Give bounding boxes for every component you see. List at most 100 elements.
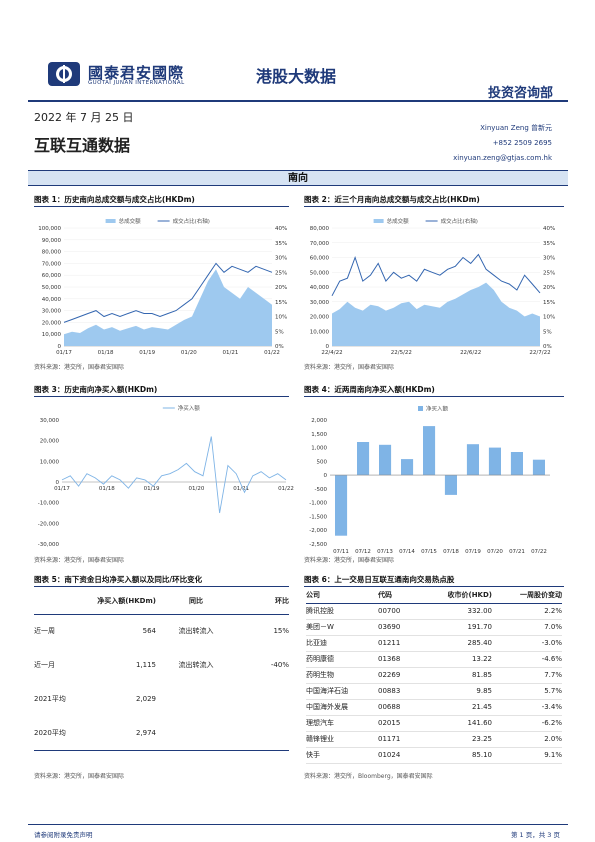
fig6-table-row: 比亚迪 01211 285.40 -3.0% (306, 635, 562, 651)
y-tick-label: -500 (315, 487, 328, 493)
fig5-header-row: 净买入额(HKDm) 同比 环比 (34, 588, 289, 614)
analyst-email[interactable]: xinyuan.zeng@gtjas.com.hk (453, 154, 552, 162)
fig5-table-cell: -40% (270, 661, 289, 669)
bar-07-15 (423, 426, 436, 476)
fig6-table-cell: 00883 (378, 687, 401, 695)
y-tick-label: 20,000 (40, 439, 60, 445)
fig5-table-cell: 2021平均 (34, 695, 66, 703)
x-tick-label: 07/13 (377, 549, 393, 553)
y-right-tick-label: 20% (275, 285, 287, 291)
header-divider (28, 100, 568, 102)
page-number: 第 1 页，共 3 页 (510, 831, 560, 839)
x-tick-label: 01/22 (264, 350, 280, 356)
fig6-table-cell: 02015 (378, 719, 401, 727)
fig5-header-cell (34, 588, 74, 614)
fig6-table-cell: 01211 (378, 639, 401, 647)
line-series-turnover-share (331, 253, 541, 297)
x-tick-label: 01/19 (144, 486, 160, 492)
fig6-table-cell: 2.0% (544, 735, 562, 743)
fig5-table-row: 2021平均 2,029 (34, 682, 289, 716)
x-tick-label: 22/5/22 (391, 350, 412, 356)
fig5-table-cell: 2020平均 (34, 729, 66, 737)
fig5-table-row: 2020平均 2,974 (34, 716, 289, 750)
fig6-table-cell: 中国海外发展 (306, 703, 348, 711)
fig2-source: 资料来源：港交所，国泰君安国际 (304, 364, 395, 371)
fig6-header-cell: 代码 (378, 591, 392, 600)
section-heading: 南向 (28, 170, 568, 186)
fig5-table-cell: 流出转流入 (178, 661, 214, 669)
x-tick-label: 01/18 (98, 350, 114, 356)
area-series-total-turnover (64, 269, 272, 346)
x-tick-label: 22/7/22 (529, 350, 550, 356)
y-right-tick-label: 25% (543, 270, 555, 276)
fig6-title-rule (304, 586, 564, 587)
fig5-table-cell: 1,115 (135, 661, 156, 669)
analyst-phone: +852 2509 2695 (492, 139, 552, 147)
x-tick-label: 01/21 (233, 486, 249, 492)
fig6-table-cell: 01171 (378, 735, 401, 743)
x-tick-label: 07/22 (531, 549, 547, 553)
x-tick-label: 07/11 (333, 549, 349, 553)
y-right-tick-label: 35% (275, 241, 287, 247)
fig6-table-cell: 332.00 (467, 607, 493, 615)
y-tick-label: -2,000 (309, 528, 327, 534)
fig5-table-cell: 近一周 (34, 627, 55, 636)
legend-swatch-bar (418, 406, 423, 411)
company-name-cn: 國泰君安國際 (88, 64, 185, 82)
y-tick-label: 0 (56, 480, 60, 486)
fig5-table-cell (236, 716, 289, 750)
fig6-table-cell: 5.7% (544, 687, 562, 695)
x-tick-label: 07/12 (355, 549, 371, 553)
fig6-table-cell: 01024 (378, 751, 401, 759)
report-series-title: 港股大数据 (256, 67, 337, 86)
fig2-title-rule (304, 206, 564, 207)
fig1-title-rule (34, 206, 289, 207)
y-left-tick-label: 0 (58, 344, 62, 350)
fig6-table-cell: 00688 (378, 703, 401, 711)
y-left-tick-label: 80,000 (42, 250, 62, 256)
fig1-chart: 0 10,000 20,000 30,000 40,000 50,000 60,000 70,… (38, 217, 287, 356)
y-left-tick-label: 10,000 (310, 329, 330, 335)
fig6-table-cell: 191.70 (467, 623, 493, 631)
fig6-header-cell: 一周股价变动 (520, 591, 562, 600)
fig5-table-row: 近一周 564 流出转流入 15% (34, 614, 289, 648)
y-tick-label: -20,000 (38, 521, 60, 527)
fig5-table-cell (156, 682, 236, 716)
x-tick-label: 07/18 (443, 549, 459, 553)
fig5-table: 净买入额(HKDm) 同比 环比 近一周 564 流出转流入 15% 近一月 1,115 流… (34, 588, 289, 751)
department-label: 投资咨询部 (488, 86, 554, 101)
x-tick-label: 01/20 (188, 486, 204, 492)
x-tick-label: 01/22 (278, 486, 294, 492)
legend-swatch-area (105, 219, 116, 223)
line-series-net-buy (61, 436, 287, 514)
x-tick-label: 07/19 (465, 549, 481, 553)
disclaimer-link[interactable]: 请参阅附录免责声明 (34, 831, 93, 839)
y-left-tick-label: 30,000 (310, 300, 330, 306)
y-tick-label: -1,000 (309, 501, 327, 507)
fig6-table-cell: -3.4% (541, 703, 562, 711)
fig6-table-cell: 快手 (306, 751, 320, 759)
y-right-tick-label: 10% (543, 315, 555, 321)
fig6-table-cell: 7.0% (544, 623, 562, 631)
x-tick-label: 22/4/22 (321, 350, 342, 356)
fig6-table-cell: 美团－W (306, 623, 334, 631)
fig5-header-cell: 环比 (275, 596, 289, 605)
y-left-tick-label: 50,000 (310, 270, 330, 276)
y-right-tick-label: 10% (275, 315, 287, 321)
y-right-tick-label: 40% (543, 226, 555, 232)
fig6-table-cell: 2.2% (544, 607, 562, 615)
fig1-title: 图表 1：历史南向总成交额与成交占比(HKDm) (34, 195, 195, 204)
fig6-table-row: 药明康德 01368 13.22 -4.6% (306, 651, 562, 667)
y-left-tick-label: 10,000 (42, 332, 62, 338)
fig6-table-row: 腾讯控股 00700 332.00 2.2% (306, 603, 562, 619)
x-tick-label: 07/20 (487, 549, 503, 553)
fig5-table-cell: 2,974 (135, 729, 156, 737)
y-left-tick-label: 80,000 (310, 226, 330, 232)
y-right-tick-label: 35% (543, 241, 555, 247)
fig5-table-cell: 564 (142, 627, 156, 636)
fig3-title: 图表 3：历史南向净买入额(HKDm) (34, 385, 158, 394)
legend-label: 净买入额 (426, 405, 449, 413)
fig3-title-rule (34, 396, 289, 397)
fig6-table-cell: 85.10 (471, 751, 492, 759)
legend-label: 成交占比(右轴) (441, 217, 478, 225)
